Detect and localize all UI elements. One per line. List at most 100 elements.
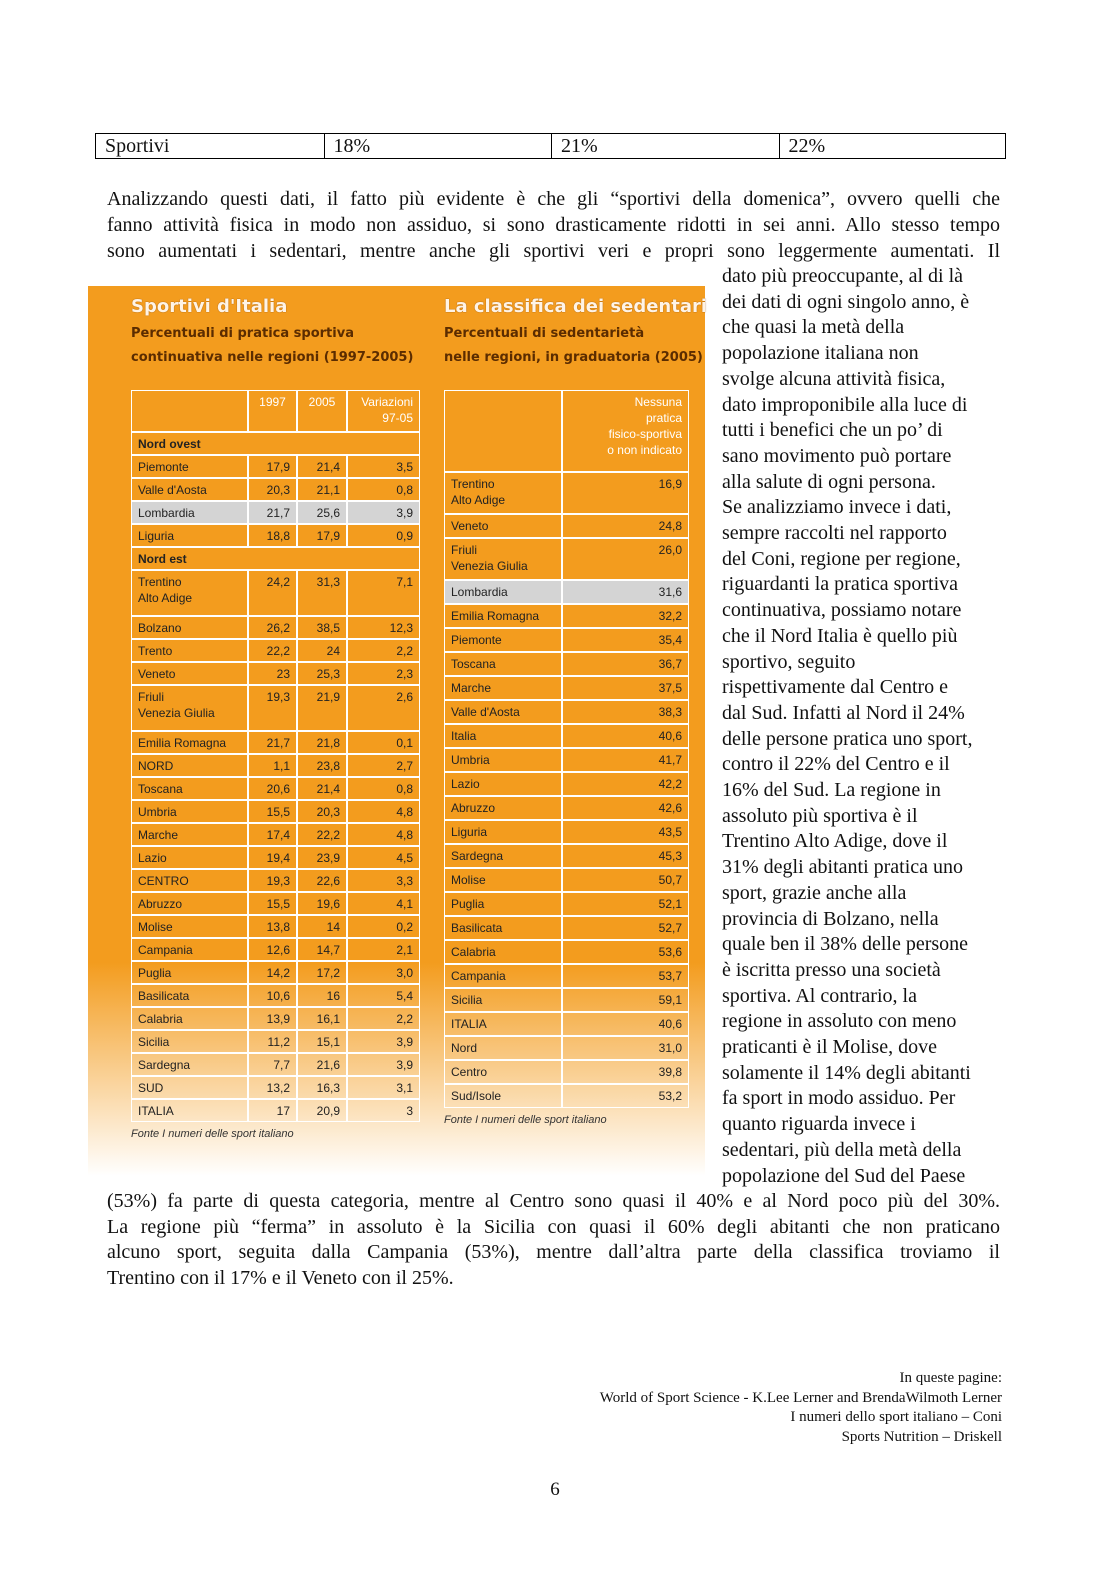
- text-line: quanto riguarda invece i: [722, 1113, 916, 1136]
- row-label: Trentino Alto Adige: [131, 570, 248, 616]
- label-text: Abruzzo: [138, 897, 183, 911]
- value-text: 17,9: [316, 529, 340, 543]
- value-cell: 25,3: [297, 662, 347, 685]
- value-text: 14,2: [266, 966, 290, 980]
- value-text: 45,3: [658, 849, 682, 863]
- label-text: Piemonte: [451, 633, 502, 647]
- row-label: Emilia Romagna: [131, 731, 248, 754]
- value-text: 26,2: [266, 621, 290, 635]
- value-text: 16,3: [316, 1081, 340, 1095]
- value-cell: 0,2: [347, 915, 420, 938]
- text-line: provincia di Bolzano, nella: [722, 907, 939, 930]
- value-text: 31,6: [658, 585, 682, 599]
- value-text: 3,9: [396, 506, 413, 520]
- row-label: Italia: [444, 724, 562, 748]
- value-text: 24: [326, 644, 340, 658]
- value-text: 16: [326, 989, 340, 1003]
- row-label: NORD: [131, 754, 248, 777]
- value-cell: 3,9: [347, 1030, 420, 1053]
- value-text: 43,5: [658, 825, 682, 839]
- value-text: 16,9: [658, 477, 682, 491]
- row-label: Lombardia: [444, 580, 562, 604]
- value-text: 2,2: [396, 1012, 413, 1026]
- label-text: Umbria: [451, 753, 490, 767]
- header-text: 1997: [259, 395, 286, 409]
- section-row: Nord est: [131, 547, 420, 570]
- value-cell: 0,8: [347, 777, 420, 800]
- value-cell: 1,1: [248, 754, 297, 777]
- value-cell: 22,2: [248, 639, 297, 662]
- value-cell: 13,9: [248, 1007, 297, 1030]
- label-text: Sicilia: [451, 993, 483, 1007]
- value-cell: 5,4: [347, 984, 420, 1007]
- figure-title: La classifica dei sedentari: [444, 296, 708, 317]
- value-cell: 25,6: [297, 501, 347, 524]
- value-cell: 37,5: [562, 676, 689, 700]
- text-line: solamente il 14% degli abitanti: [722, 1061, 971, 1084]
- label-text: Friuli: [451, 543, 477, 557]
- value-cell: 7,7: [248, 1053, 297, 1076]
- row-label: Liguria: [444, 820, 562, 844]
- value-cell: 2,2: [347, 639, 420, 662]
- value-cell: 31,6: [562, 580, 689, 604]
- row-label: Campania: [444, 964, 562, 988]
- text-line: (53%) fa parte di questa categoria, ment…: [107, 1190, 1000, 1212]
- value-cell: 4,8: [347, 823, 420, 846]
- label-text: Friuli: [138, 690, 164, 704]
- text-line: 31% degli abitanti pratica uno: [722, 856, 964, 879]
- value-text: 21,1: [316, 483, 340, 497]
- value-text: 0,9: [396, 529, 413, 543]
- row-label: Sardegna: [444, 844, 562, 868]
- header-text: Variazioni: [361, 395, 413, 409]
- column-header: 1997: [248, 390, 297, 432]
- text-line: dei dati di ogni singolo anno, è: [722, 290, 970, 313]
- text-line: regione in assoluto con meno: [722, 1010, 957, 1033]
- value-cell: 4,1: [347, 892, 420, 915]
- value-text: 5,4: [396, 989, 413, 1003]
- value-cell: 17: [248, 1099, 297, 1122]
- value-cell: 23,9: [297, 846, 347, 869]
- value-text: 21,4: [316, 460, 340, 474]
- value-text: 0,2: [396, 920, 413, 934]
- value-text: 35,4: [658, 633, 682, 647]
- row-label: Basilicata: [444, 916, 562, 940]
- value-cell: 14: [297, 915, 347, 938]
- value-text: 40,6: [658, 1017, 682, 1031]
- value-text: 0,8: [396, 483, 413, 497]
- value-text: 17,9: [266, 460, 290, 474]
- text-line: La regione più “ferma” in assoluto è la …: [107, 1215, 1000, 1238]
- value-text: 24,2: [266, 575, 290, 589]
- value-cell: 21,7: [248, 731, 297, 754]
- column-header: Nessuna pratica fisico-sportiva o non indic…: [562, 390, 689, 472]
- label-text: Bolzano: [138, 621, 182, 635]
- value-text: 12,6: [266, 943, 290, 957]
- value-text: 17,2: [316, 966, 340, 980]
- figure-subtitle: nelle regioni, in graduatoria (2005): [444, 350, 703, 365]
- text-line: svolge alcuna attività fisica,: [722, 367, 946, 390]
- row-label: CENTRO: [131, 869, 248, 892]
- value-cell: 16,3: [297, 1076, 347, 1099]
- value-text: 22,6: [316, 874, 340, 888]
- row-label: Abruzzo: [444, 796, 562, 820]
- text-line: sedentari, più della metà della: [722, 1138, 962, 1161]
- header-text: 97-05: [382, 411, 413, 425]
- value-cell: 10,6: [248, 984, 297, 1007]
- header-text: pratica: [645, 411, 682, 425]
- text-line: sano movimento può portare: [722, 444, 952, 467]
- value-text: 31,3: [316, 575, 340, 589]
- value-cell: 39,8: [562, 1060, 689, 1084]
- value-cell: 17,9: [248, 455, 297, 478]
- row-label: Toscana: [444, 652, 562, 676]
- value-text: 21,6: [316, 1058, 340, 1072]
- value-text: 15,5: [266, 805, 290, 819]
- value-text: 36,7: [658, 657, 682, 671]
- value-text: 3,5: [396, 460, 413, 474]
- label-text: Trentino: [138, 575, 182, 589]
- value-text: 38,5: [316, 621, 340, 635]
- value-cell: 38,3: [562, 700, 689, 724]
- value-cell: 0,9: [347, 524, 420, 547]
- value-cell: 15,5: [248, 892, 297, 915]
- column-header: Variazioni 97-05: [347, 390, 420, 432]
- value-cell: 14,2: [248, 961, 297, 984]
- text-line: sportiva. Al contrario, la: [722, 984, 917, 1007]
